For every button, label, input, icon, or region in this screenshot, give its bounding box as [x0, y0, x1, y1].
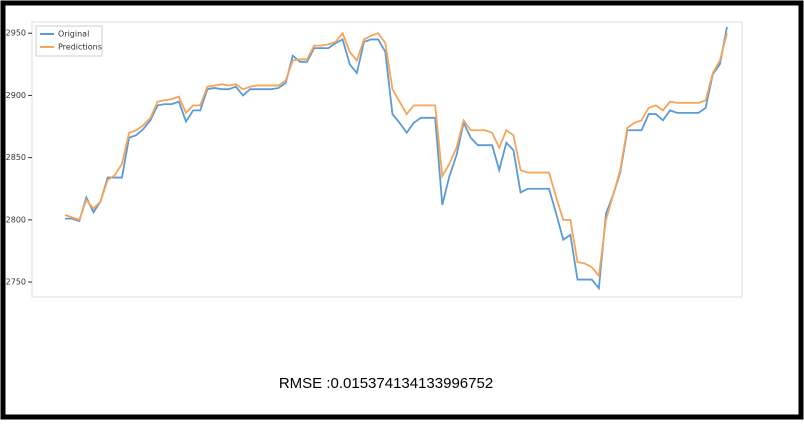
- rmse-annotation: RMSE :0.015374134133996752: [279, 375, 493, 392]
- y-tick-label: 2900: [6, 91, 26, 100]
- y-tick-label: 2950: [6, 29, 26, 38]
- legend-label: Original: [58, 30, 89, 39]
- axes-frame: [31, 21, 743, 298]
- series-line: [64, 31, 728, 279]
- y-tick-label: 2800: [6, 215, 26, 224]
- series-line: [65, 26, 728, 291]
- legend-box: [35, 25, 103, 57]
- y-tick-label: 2850: [6, 153, 26, 162]
- legend-label: Predictions: [58, 43, 102, 52]
- y-tick-label: 2750: [6, 278, 26, 287]
